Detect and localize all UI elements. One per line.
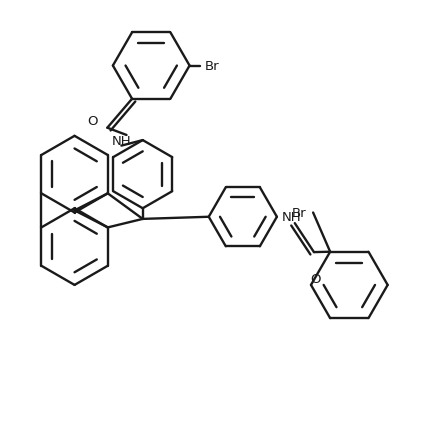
Text: O: O (88, 115, 98, 128)
Text: Br: Br (292, 207, 307, 219)
Text: NH: NH (112, 134, 131, 147)
Text: O: O (310, 272, 320, 285)
Text: Br: Br (204, 60, 219, 73)
Text: NH: NH (282, 211, 302, 224)
